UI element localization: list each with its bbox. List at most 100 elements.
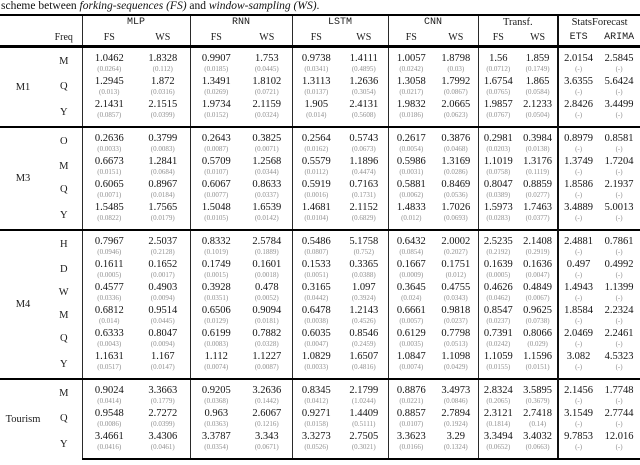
value-cell: 0.9548: [81, 407, 136, 420]
std-cell: (-): [615, 363, 623, 371]
value-cell: 0.9205: [189, 378, 243, 397]
value-cell: 0.1751: [441, 259, 471, 270]
value-cell: 0.9514: [148, 305, 178, 316]
value-cell: 3.2636: [242, 378, 293, 397]
value-cell: 1.3169: [441, 156, 471, 167]
std-cell: (0.0517): [81, 363, 136, 379]
value-row: M 0.6812 0.9514 0.6506 0.9094 0.6478 1.2143 0.6…: [0, 304, 640, 321]
value-cell: 1.2568: [252, 156, 282, 167]
value-cell: 0.8066: [523, 328, 552, 339]
value-cell: 3.3787: [189, 430, 243, 443]
value-cell: 2.7272: [148, 408, 178, 419]
std-cell: (0.1749): [525, 65, 550, 73]
scheme-column-header: ETS: [557, 30, 599, 48]
std-cell: (0.0016): [291, 191, 341, 201]
value-cell: 0.497: [557, 258, 599, 271]
value-cell: 1.4681: [291, 201, 341, 214]
value-cell: 2.1159: [252, 99, 282, 110]
value-cell: 1.3058: [387, 75, 435, 88]
value-cell: 0.8857: [387, 407, 435, 420]
scheme-column-header: FS: [291, 30, 341, 48]
scheme-column-header: FS: [81, 30, 136, 48]
std-cell: (-): [598, 443, 640, 460]
std-cell: (0.0652): [477, 443, 519, 460]
value-cell: 0.3365: [349, 259, 379, 270]
value-cell: 1.8584: [557, 304, 599, 317]
dataset-label: Tourism: [0, 378, 46, 459]
value-cell: 3.3273: [291, 430, 341, 443]
value-cell: 0.6035: [291, 327, 341, 340]
value-cell: 3.343: [254, 431, 279, 442]
freq-label: M: [46, 378, 82, 407]
std-cell: (0.0846): [443, 397, 468, 405]
std-cell: (0.0035): [387, 340, 435, 350]
std-row: (0.014) (0.0445) (0.0129) (0.0181) (0.0038) (…: [0, 317, 640, 327]
std-cell: (0.3679): [525, 397, 550, 405]
std-cell: (0.0057): [387, 317, 435, 327]
freq-label: Q: [59, 333, 68, 344]
value-cell: 2.4881: [557, 229, 599, 248]
std-cell: (0.0147): [150, 363, 175, 371]
value-cell: 1.7463: [523, 202, 552, 213]
value-row: Y 3.4661 3.4306 3.3787 3.343 3.3273 2.7505 3.36…: [0, 430, 640, 450]
value-cell: 2.8324: [477, 378, 519, 397]
value-cell: 3.5895: [518, 378, 559, 397]
std-cell: (0.0445): [254, 65, 279, 73]
std-cell: (0.0412): [291, 397, 341, 407]
std-cell: (0.0094): [150, 294, 175, 302]
std-cell: (0.0129): [189, 317, 243, 327]
caption-prefix: scheme between: [1, 0, 80, 12]
value-cell: 0.1667: [387, 258, 435, 271]
std-row: (0.0946) (0.2128) (0.1019) (0.1889) (0.0807)…: [0, 248, 640, 258]
std-cell: (0.0151): [81, 168, 136, 178]
std-cell: (0.013): [81, 88, 136, 98]
value-cell: 1.7565: [148, 202, 178, 213]
value-cell: 2.0469: [557, 327, 599, 340]
value-cell: 0.6812: [81, 304, 136, 317]
std-cell: (0.0264): [81, 65, 136, 75]
std-cell: (0.0414): [81, 397, 136, 407]
std-cell: (0.0765): [477, 88, 519, 98]
value-cell: 2.5784: [242, 229, 293, 248]
value-cell: 1.753: [242, 45, 293, 65]
dataset-group-m3: M3 O 0.2636 0.3799 0.2643 0.3825 0.2564 0.5743 0…: [0, 126, 640, 230]
freq-column-header: Freq: [46, 30, 82, 48]
dataset-label: M1: [0, 45, 46, 127]
std-cell: (-): [615, 294, 623, 302]
value-cell: 1.3749: [557, 155, 599, 168]
value-cell: 1.3176: [523, 156, 552, 167]
value-cell: 2.8426: [557, 98, 599, 111]
std-cell: (0.0354): [189, 443, 243, 460]
value-cell: 3.29: [446, 431, 465, 442]
value-cell: 2.2324: [604, 305, 634, 316]
value-cell: 0.8547: [477, 304, 519, 317]
value-cell: 0.8633: [252, 179, 282, 190]
value-cell: 1.865: [525, 76, 550, 87]
value-cell: 0.8967: [148, 179, 178, 190]
std-cell: (0.4526): [351, 317, 376, 325]
std-cell: (-): [615, 168, 623, 176]
value-row: Y 1.5485 1.7565 1.5048 1.6539 1.4681 2.1152 1.4…: [0, 201, 640, 221]
std-cell: (0.0344): [254, 168, 279, 176]
std-cell: (0.0389): [477, 191, 519, 201]
value-cell: 0.8546: [349, 328, 379, 339]
value-cell: 1.7748: [598, 378, 640, 397]
std-cell: (0.0071): [81, 191, 136, 201]
std-cell: (0.0767): [477, 111, 519, 127]
value-cell: 1.167: [150, 351, 175, 362]
std-cell: (-): [615, 191, 623, 199]
std-cell: (0.0221): [387, 397, 435, 407]
std-cell: (0.6829): [351, 214, 376, 222]
std-cell: (-): [557, 397, 599, 407]
std-cell: (0.0112): [291, 168, 341, 178]
std-cell: (0.0623): [443, 111, 468, 119]
value-cell: 2.1515: [148, 99, 178, 110]
value-cell: 3.3494: [477, 430, 519, 443]
value-cell: 1.0847: [387, 350, 435, 363]
value-cell: 0.963: [189, 407, 243, 420]
value-row: M4 H 0.7967 2.5037 0.8332 2.5784 0.5486 5.1758 0…: [0, 229, 640, 379]
value-row: W 0.4577 0.4903 0.3928 0.478 0.3165 1.097 0.364…: [0, 281, 640, 298]
std-cell: (0.0738): [525, 317, 550, 325]
std-cell: (-): [615, 317, 623, 325]
value-cell: 1.1896: [349, 156, 379, 167]
